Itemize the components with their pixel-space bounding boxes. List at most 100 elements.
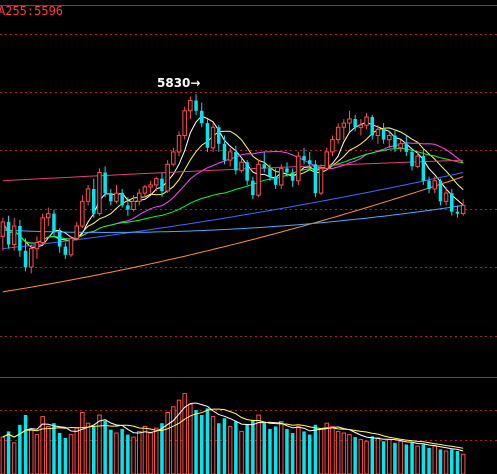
candle-body xyxy=(85,188,91,202)
volume-bars xyxy=(0,393,466,474)
ma20-line xyxy=(2,142,464,244)
candle-body xyxy=(148,184,153,188)
volume-bar xyxy=(427,447,431,474)
volume-bar xyxy=(154,427,159,474)
candle-body xyxy=(290,172,295,181)
volume-bar xyxy=(460,453,466,474)
volume-bar xyxy=(296,425,301,474)
volume-bar xyxy=(11,442,17,474)
volume-bar xyxy=(455,451,460,474)
candle-body xyxy=(398,143,403,149)
volume-bar xyxy=(92,426,96,474)
volume-bar xyxy=(57,433,62,474)
ma-flat xyxy=(2,159,464,182)
volume-bar xyxy=(324,422,329,474)
volume-bar xyxy=(6,431,11,474)
volume-bar xyxy=(103,420,107,474)
ma-slow-2 xyxy=(2,176,464,293)
volume-bar xyxy=(137,430,142,474)
candle-body xyxy=(200,110,204,124)
volume-bar xyxy=(131,436,136,474)
volume-bar xyxy=(375,437,381,474)
candle-body xyxy=(347,118,352,124)
volume-bar xyxy=(188,403,193,474)
ma40-line xyxy=(2,147,464,244)
volume-bar xyxy=(318,428,324,474)
candle-body xyxy=(324,151,329,169)
candle-body xyxy=(40,217,45,244)
candle-body xyxy=(182,110,187,137)
candle-body xyxy=(109,193,113,202)
volume-bar xyxy=(279,421,284,474)
candle-body xyxy=(460,204,466,215)
candle-body xyxy=(68,237,74,256)
candle-body xyxy=(450,193,454,212)
candle-body xyxy=(438,180,443,202)
volume-bar xyxy=(285,428,289,474)
candle-body xyxy=(251,180,255,196)
candle-body xyxy=(302,156,306,161)
volume-bar xyxy=(217,423,221,474)
candle-body xyxy=(52,213,56,233)
volume-bar xyxy=(404,444,409,474)
candle-body xyxy=(421,156,426,181)
volume-bar xyxy=(353,437,357,474)
volume-bar xyxy=(142,425,148,474)
volume-bar xyxy=(29,428,34,474)
volume-bar xyxy=(222,418,227,474)
volume-bar xyxy=(114,432,119,474)
candle-body xyxy=(415,155,420,167)
candle-body xyxy=(313,164,318,194)
volume-ma10 xyxy=(2,408,464,449)
volume-bar xyxy=(358,439,364,474)
candle-body xyxy=(57,232,62,247)
volume-bar xyxy=(200,415,204,474)
grid-lines xyxy=(0,5,497,441)
volume-bar xyxy=(109,429,113,474)
volume-bar xyxy=(438,449,443,474)
candle-body xyxy=(330,139,335,153)
candle-body xyxy=(393,135,397,148)
candle-body xyxy=(239,161,244,171)
volume-bar xyxy=(210,416,216,474)
candle-body xyxy=(114,192,119,202)
candle-body xyxy=(154,178,159,186)
volume-bar xyxy=(205,408,210,474)
candle-body xyxy=(427,180,431,189)
volume-bar xyxy=(393,442,397,474)
candle-body xyxy=(126,205,130,210)
candle-body xyxy=(370,117,374,136)
volume-ma5 xyxy=(2,402,464,452)
candle-body xyxy=(217,127,221,144)
volume-bar xyxy=(245,424,249,474)
chart-title: A255:5596 xyxy=(0,4,64,18)
candle-body xyxy=(227,151,233,161)
volume-bar xyxy=(23,415,28,474)
candle-body xyxy=(335,126,341,141)
volume-bar xyxy=(46,425,51,474)
candle-body xyxy=(142,186,148,194)
volume-bar xyxy=(256,414,261,474)
volume-bar xyxy=(347,434,352,474)
ma-slow-1 xyxy=(2,172,464,250)
candle-body xyxy=(387,135,392,141)
candle-body xyxy=(318,167,324,194)
candle-body xyxy=(234,151,238,171)
candle-body xyxy=(285,168,289,173)
candle-body xyxy=(256,163,261,196)
volume-bar xyxy=(120,428,124,474)
candle-body xyxy=(171,151,176,165)
volume-bar xyxy=(387,439,392,474)
volume-bar xyxy=(74,427,79,474)
volume-bar xyxy=(80,412,85,474)
volume-bar xyxy=(148,432,153,474)
volume-bar xyxy=(262,423,266,474)
volume-bar xyxy=(18,424,22,474)
candle-body xyxy=(137,192,142,202)
candle-body xyxy=(432,180,437,190)
candle-body xyxy=(0,221,6,237)
volume-bar xyxy=(364,440,369,474)
volume-bar xyxy=(313,424,318,474)
volume-bar xyxy=(176,399,182,474)
